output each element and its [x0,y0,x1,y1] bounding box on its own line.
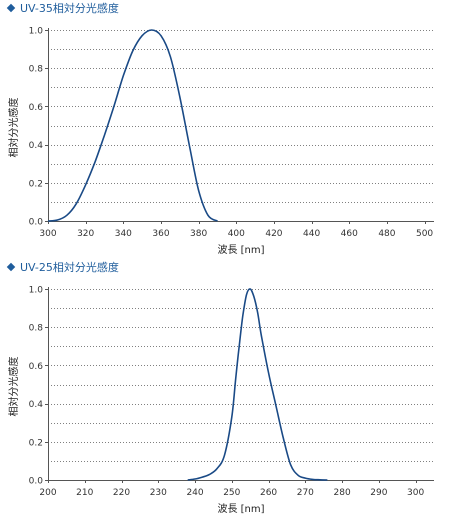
y-tick-label: 0.4 [29,141,44,151]
x-tick-label: 290 [370,488,387,498]
x-tick-label: 340 [115,229,132,239]
sensitivity-curve [47,29,218,222]
y-tick-label: 1.0 [29,286,44,296]
x-tick-label: 250 [223,488,240,498]
x-tick-label: 420 [265,229,282,239]
diamond-bullet-icon [6,262,16,272]
uv35-chart-panel: 0.0 0.2 0.4 0.6 0.8 1.0 300 320 340 360 380 400 420 4… [6,2,434,256]
x-tick-label: 280 [334,488,351,498]
y-axis-label: 相対分光感度 [7,357,20,417]
x-tick-label: 240 [186,488,203,498]
y-tick-label: 0.8 [29,65,44,75]
x-tick-label: 320 [77,229,94,239]
x-axis-label: 波長 [nm] [217,502,264,515]
diamond-bullet-icon [6,3,16,13]
x-tick-label: 480 [378,229,395,239]
uv25-chart-title-row: UV-25相対分光感度 [6,261,119,275]
y-tick-label: 0.8 [29,324,44,334]
x-axis-label: 波長 [nm] [217,243,264,256]
uv35-chart-title: UV-35相対分光感度 [20,2,119,15]
uv35-chart-title-row: UV-35相対分光感度 [6,2,119,16]
x-tick-label: 460 [341,229,358,239]
y-tick-label: 0.0 [29,477,44,487]
y-tick-label: 0.0 [29,218,44,228]
y-tick-label: 0.2 [29,438,43,448]
x-tick-label: 380 [190,229,207,239]
y-axis-label: 相対分光感度 [7,98,20,158]
x-tick-label: 300 [39,229,56,239]
uv25-chart: 0.0 0.2 0.4 0.6 0.8 1.0 200 210 220 230 240 250 260 2… [7,286,434,515]
y-tick-label: 0.6 [29,103,44,113]
y-tick-label: 0.4 [29,400,44,410]
x-tick-label: 360 [152,229,169,239]
sensitivity-curve [187,288,328,481]
uv25-chart-title: UV-25相対分光感度 [20,261,119,274]
x-tick-label: 270 [297,488,314,498]
x-tick-label: 400 [228,229,245,239]
x-tick-label: 260 [260,488,277,498]
x-tick-label: 200 [39,488,56,498]
y-tick-label: 0.6 [29,362,44,372]
x-tick-label: 230 [150,488,167,498]
uv35-chart: 0.0 0.2 0.4 0.6 0.8 1.0 300 320 340 360 380 400 420 4… [7,27,434,256]
x-tick-label: 210 [76,488,93,498]
x-tick-label: 300 [407,488,424,498]
x-tick-label: 220 [113,488,130,498]
y-tick-label: 1.0 [29,27,44,37]
x-tick-label: 500 [416,229,433,239]
uv25-chart-panel: 0.0 0.2 0.4 0.6 0.8 1.0 200 210 220 230 240 250 260 2… [0,259,462,518]
y-tick-label: 0.2 [29,179,43,189]
x-tick-label: 440 [303,229,320,239]
